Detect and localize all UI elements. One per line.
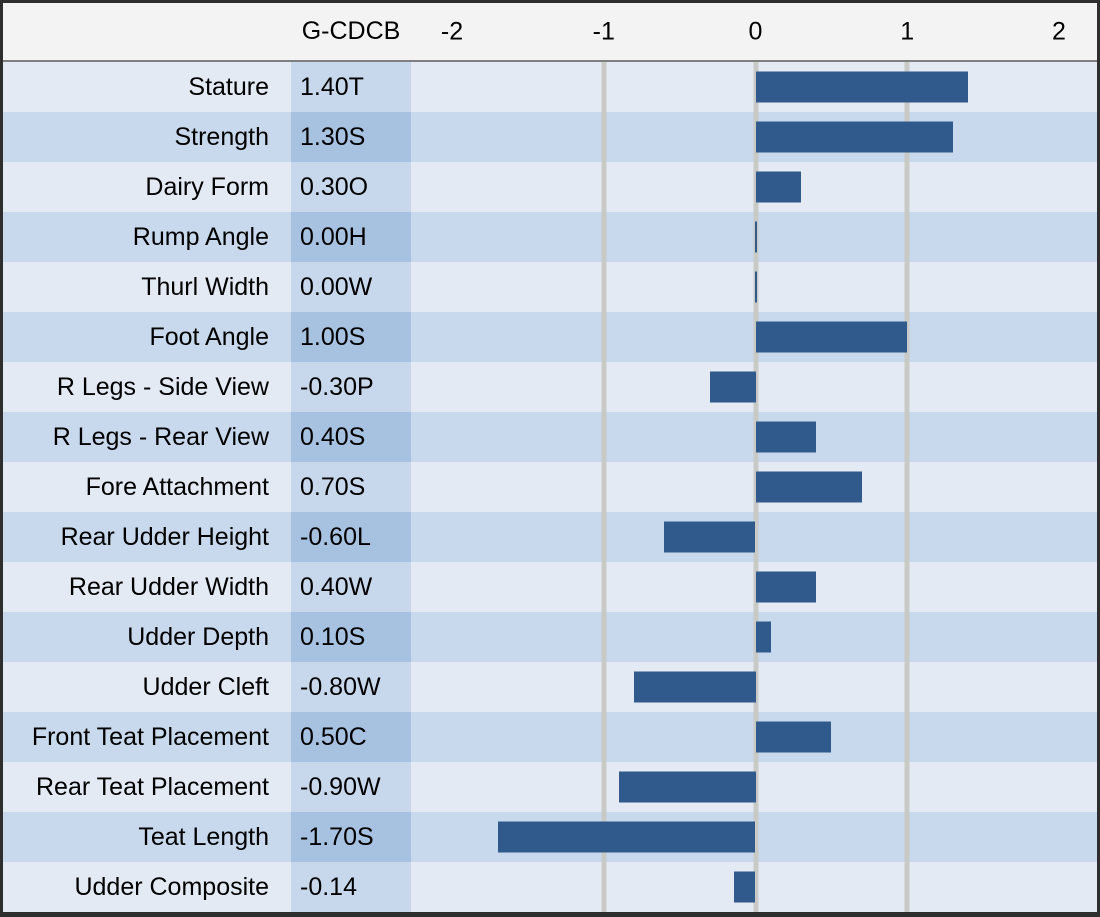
table-row: Dairy Form 0.30O (3, 162, 1097, 212)
value-bar (755, 721, 832, 753)
header-spacer (3, 3, 291, 60)
table-row: Stature 1.40T (3, 62, 1097, 112)
value-bar (634, 671, 756, 703)
value-bar (755, 421, 817, 453)
table-row: Rump Angle 0.00H (3, 212, 1097, 262)
bar-track (411, 762, 1097, 812)
value-bar (755, 571, 817, 603)
trait-value: -0.30P (291, 362, 411, 412)
trait-label: Dairy Form (145, 172, 269, 201)
value-column-header: G-CDCB (301, 17, 401, 45)
trait-label: Udder Depth (127, 622, 269, 651)
bar-track (411, 312, 1097, 362)
trait-value: 0.00H (291, 212, 411, 262)
trait-value: -0.90W (291, 762, 411, 812)
trait-value: 1.00S (291, 312, 411, 362)
axis-tick-label: 1 (900, 17, 915, 45)
value-bar (755, 621, 771, 653)
value-bar (755, 71, 968, 103)
table-row: Rear Teat Placement -0.90W (3, 762, 1097, 812)
value-bar (618, 771, 756, 803)
trait-value: 0.70S (291, 462, 411, 512)
trait-value: 0.30O (291, 162, 411, 212)
bar-track (411, 412, 1097, 462)
table-row: Thurl Width 0.00W (3, 262, 1097, 312)
bar-track (411, 812, 1097, 862)
bar-track (411, 612, 1097, 662)
table-row: R Legs - Side View -0.30P (3, 362, 1097, 412)
bar-track (411, 262, 1097, 312)
trait-value: 0.40W (291, 562, 411, 612)
bar-track (411, 862, 1097, 912)
trait-value: -1.70S (291, 812, 411, 862)
axis-tick-label: -2 (440, 17, 464, 45)
bar-track (411, 662, 1097, 712)
trait-label: Front Teat Placement (31, 722, 269, 751)
trait-value: 0.40S (291, 412, 411, 462)
value-bar (755, 471, 862, 503)
trait-value: -0.80W (291, 662, 411, 712)
trait-label: Rear Teat Placement (36, 772, 269, 801)
trait-label: R Legs - Rear View (52, 422, 269, 451)
bar-track (411, 562, 1097, 612)
value-bar (734, 871, 756, 903)
table-row: Fore Attachment 0.70S (3, 462, 1097, 512)
bar-track (411, 62, 1097, 112)
value-bar (497, 821, 756, 853)
table-row: Teat Length -1.70S (3, 812, 1097, 862)
bar-track (411, 512, 1097, 562)
trait-label: Thurl Width (141, 272, 269, 301)
trait-label: Rear Udder Height (60, 522, 269, 551)
chart-body: Stature 1.40T Strength 1.30S Dairy Form 0.30O… (3, 62, 1097, 912)
table-row: Udder Composite -0.14 (3, 862, 1097, 912)
value-bar (754, 221, 757, 253)
bar-track (411, 212, 1097, 262)
axis-tick-row: -2 -1 0 1 2 (411, 3, 1097, 60)
trait-label: Teat Length (138, 822, 269, 851)
value-bar (755, 171, 802, 203)
value-bar (754, 271, 757, 303)
trait-value: 0.50C (291, 712, 411, 762)
table-row: Front Teat Placement 0.50C (3, 712, 1097, 762)
value-bar (755, 321, 908, 353)
table-row: Strength 1.30S (3, 112, 1097, 162)
axis-tick-label: -1 (592, 17, 615, 45)
trait-label: Rump Angle (132, 222, 269, 251)
trait-value: -0.60L (291, 512, 411, 562)
bar-track (411, 362, 1097, 412)
bar-track (411, 112, 1097, 162)
trait-label: R Legs - Side View (56, 372, 269, 401)
table-row: Udder Depth 0.10S (3, 612, 1097, 662)
table-row: Udder Cleft -0.80W (3, 662, 1097, 712)
trait-label: Udder Cleft (142, 672, 269, 701)
axis-tick-label: 0 (748, 17, 763, 45)
trait-label: Fore Attachment (85, 472, 269, 501)
bar-track (411, 712, 1097, 762)
trait-label: Strength (174, 122, 269, 151)
value-bar (709, 371, 756, 403)
axis-tick-label: 2 (1052, 17, 1066, 45)
value-bar (755, 121, 953, 153)
table-row: Rear Udder Width 0.40W (3, 562, 1097, 612)
trait-label: Foot Angle (149, 322, 269, 351)
trait-value: 1.30S (291, 112, 411, 162)
trait-label: Rear Udder Width (68, 572, 269, 601)
trait-value: 0.10S (291, 612, 411, 662)
table-row: Rear Udder Height -0.60L (3, 512, 1097, 562)
trait-label: Udder Composite (74, 872, 269, 901)
value-bar (664, 521, 756, 553)
table-row: R Legs - Rear View 0.40S (3, 412, 1097, 462)
bar-track (411, 462, 1097, 512)
bar-track (411, 162, 1097, 212)
trait-value: 1.40T (291, 62, 411, 112)
table-row: Foot Angle 1.00S (3, 312, 1097, 362)
trait-value: 0.00W (291, 262, 411, 312)
chart-header: G-CDCB -2 -1 0 1 2 (3, 3, 1097, 62)
trait-label: Stature (188, 72, 269, 101)
trait-value: -0.14 (291, 862, 411, 912)
